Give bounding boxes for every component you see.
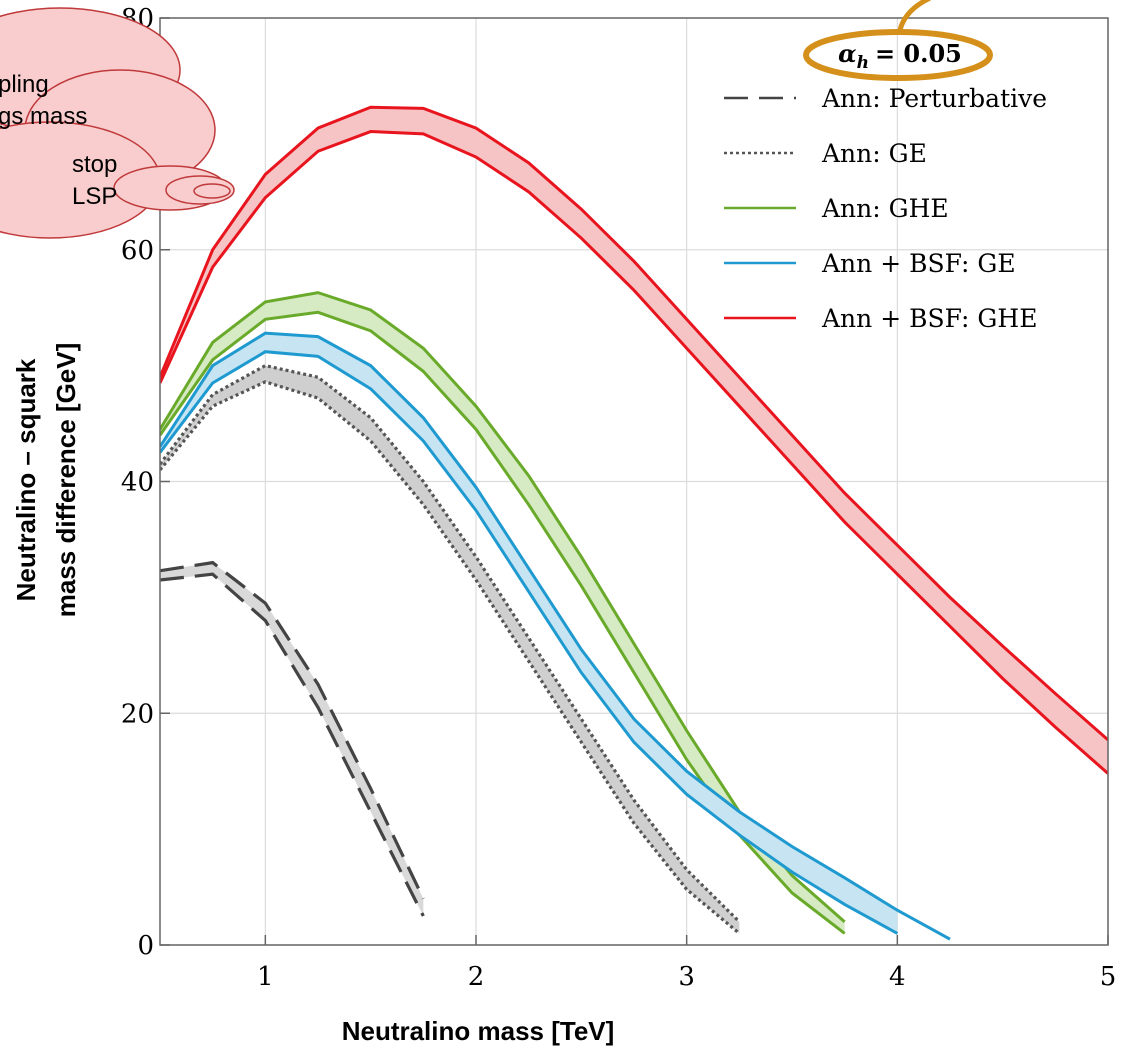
band-fill — [160, 292, 845, 934]
y-axis-label: mass difference [GeV] — [51, 343, 81, 618]
x-tick-label: 5 — [1100, 962, 1117, 992]
x-tick-label: 4 — [889, 962, 906, 992]
callout-cloud — [0, 7, 235, 239]
x-axis-label: Neutralino mass [TeV] — [342, 1016, 615, 1046]
legend-label: Ann: GHE — [821, 194, 949, 223]
x-tick-label: 2 — [468, 962, 485, 992]
plot-area — [160, 105, 1108, 941]
callout-text: pling — [0, 71, 49, 98]
highlight-stroke — [897, 0, 932, 31]
annotation: αh = 0.05 — [838, 39, 962, 73]
y-tick-label: 40 — [121, 468, 154, 498]
annotation-subscript: h — [857, 53, 869, 73]
annotation-symbol: α — [838, 39, 856, 68]
y-tick-label: 20 — [121, 699, 154, 729]
band-edge — [160, 350, 899, 935]
legend-label: Ann + BSF: GHE — [821, 304, 1037, 333]
y-axis-label: Neutralino – squark — [11, 358, 41, 601]
legend-label: Ann + BSF: GE — [821, 249, 1016, 278]
y-tick-label: 0 — [137, 931, 154, 961]
band-edge — [160, 291, 846, 923]
x-tick-label: 3 — [678, 962, 695, 992]
highlight-ellipse — [803, 29, 993, 81]
legend-label: Ann: Perturbative — [821, 84, 1047, 113]
band-edge — [160, 331, 951, 941]
band-edge — [160, 380, 741, 935]
y-tick-label: 60 — [121, 236, 154, 266]
callout-text: gs mass — [0, 103, 87, 130]
band-edge — [160, 560, 425, 900]
legend: Ann: Perturbative Ann: GE Ann: GHE Ann + BS… — [724, 84, 1047, 333]
x-tick-label: 1 — [257, 962, 274, 992]
band-edge — [160, 130, 1108, 775]
callout-text: stop — [72, 151, 117, 178]
band-fill — [160, 333, 898, 934]
band-fill — [160, 365, 740, 934]
annotation-text: = 0.05 — [875, 39, 962, 68]
callout-text: LSP — [72, 183, 117, 210]
legend-label: Ann: GE — [821, 139, 927, 168]
band-edge — [160, 363, 741, 923]
band-edge — [160, 572, 425, 917]
band-edge — [160, 105, 1108, 742]
